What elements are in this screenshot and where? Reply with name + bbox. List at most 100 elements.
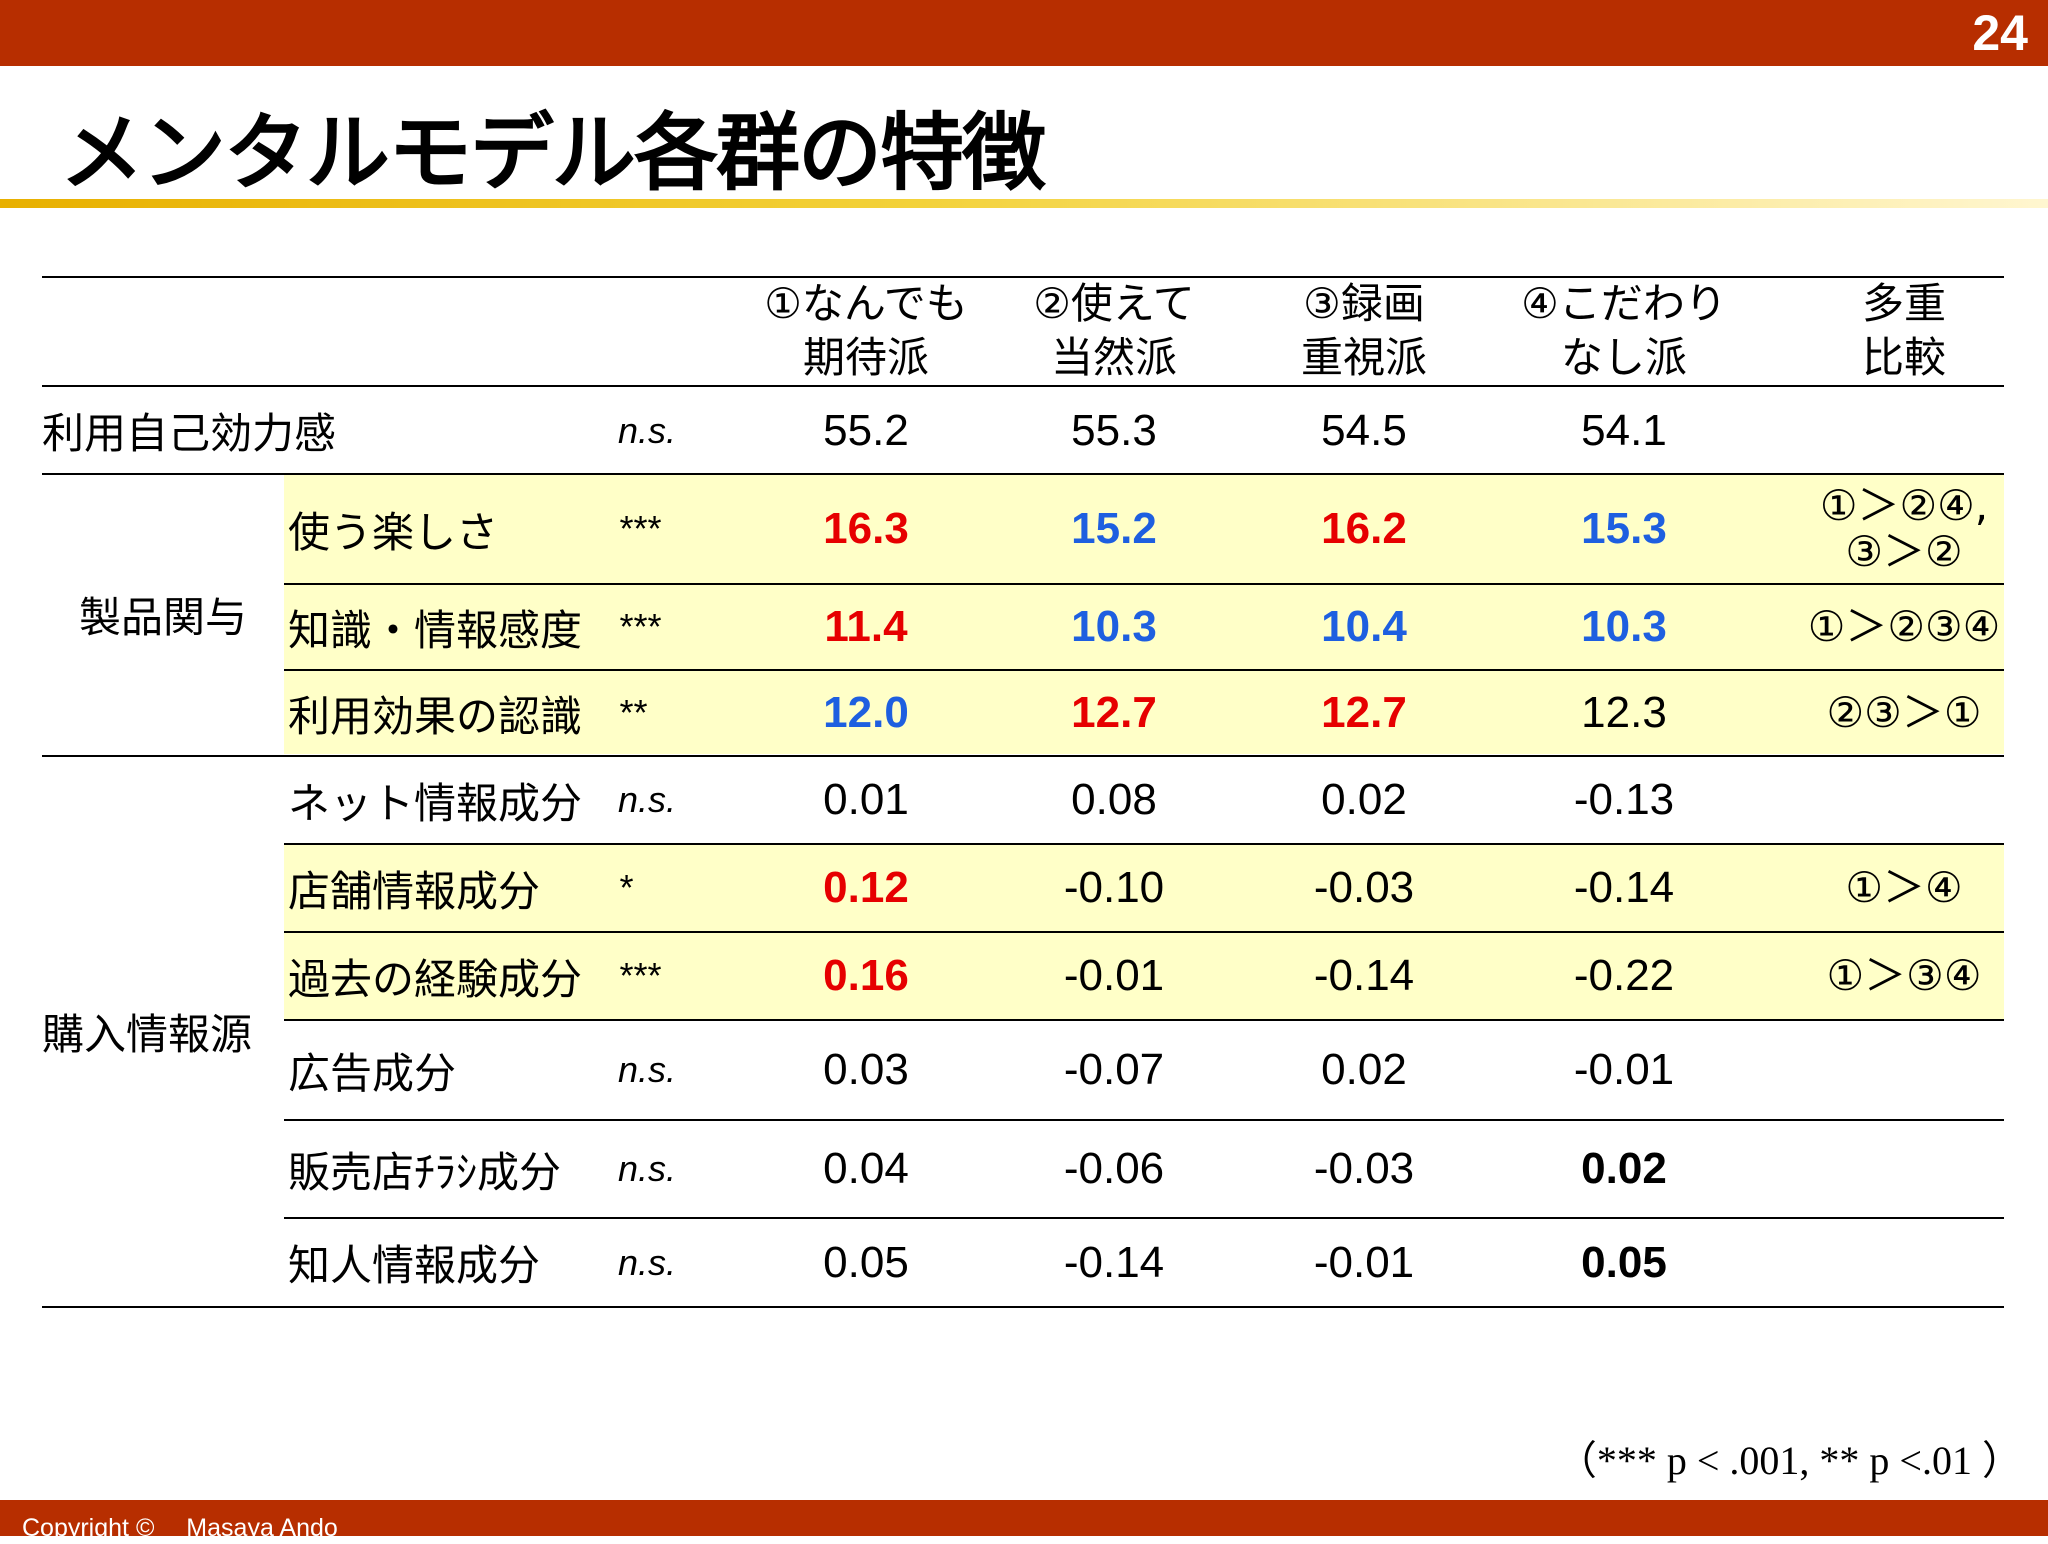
top-bar — [0, 0, 2048, 66]
significance-mark: ** — [618, 692, 647, 733]
comparison-line: ①＞④ — [1845, 863, 1963, 912]
group-label-info: 購入情報源 — [42, 1009, 253, 1059]
significance-mark: * — [618, 867, 633, 908]
row-label: 広告成分 — [288, 1048, 457, 1098]
column-header-comparison: 多重 比較 — [1752, 276, 2048, 386]
value-cell: 0.03 — [823, 1045, 909, 1094]
value-cell: 10.3 — [1581, 602, 1667, 651]
value-cell: 0.02 — [1321, 1045, 1407, 1094]
column-header-4-line2: なし派 — [1560, 333, 1687, 382]
comparison-line: ①＞②③④ — [1807, 602, 2001, 651]
row-label: 利用自己効力感 — [42, 409, 337, 458]
column-header-2-line1: ②使えて — [1033, 279, 1195, 328]
value-cell: 16.3 — [823, 504, 909, 553]
multiple-comparison: ①＞②③④ — [1752, 585, 2048, 669]
value-cell: 12.7 — [1321, 688, 1407, 737]
column-header-1-line2: 期待派 — [802, 333, 929, 382]
value-cell: -0.01 — [1313, 1237, 1415, 1287]
row-label: 販売店ﾁﾗｼ成分 — [288, 1147, 562, 1197]
rule-after-row-1 — [42, 473, 2004, 475]
value-cell: -0.13 — [1573, 775, 1675, 824]
value-cell: 0.12 — [823, 863, 909, 912]
value-cell: -0.14 — [1313, 951, 1415, 1000]
column-header-2: ②使えて 当然派 — [952, 276, 1276, 386]
significance-mark: n.s. — [618, 1241, 677, 1283]
page-number: 24 — [1972, 5, 2028, 61]
group-label-product: 製品関与 — [78, 592, 247, 642]
rule-after-row-7 — [284, 1019, 2004, 1021]
column-header-comparison-line1: 多重 — [1861, 279, 1946, 328]
bottom-bar — [0, 1500, 2048, 1536]
significance-mark: n.s. — [618, 1049, 677, 1090]
multiple-comparison: ①＞②④, ③＞② — [1752, 475, 2048, 583]
value-cell: 54.1 — [1581, 405, 1667, 455]
title-underline — [0, 199, 2048, 208]
value-cell: 55.2 — [823, 405, 909, 455]
value-cell: 12.3 — [1581, 688, 1667, 737]
value-cell: 0.02 — [1321, 775, 1407, 824]
value-cell: 55.3 — [1071, 405, 1157, 455]
multiple-comparison: ①＞④ — [1752, 845, 2048, 931]
value-cell: -0.14 — [1573, 863, 1675, 912]
column-header-2-line2: 当然派 — [1050, 333, 1177, 382]
value-cell: 15.3 — [1581, 504, 1667, 553]
value-cell: -0.10 — [1063, 863, 1165, 912]
value-cell: 0.08 — [1071, 775, 1157, 824]
significance-mark: *** — [618, 955, 661, 996]
value-cell: -0.07 — [1063, 1045, 1165, 1094]
value-cell: 12.7 — [1071, 688, 1157, 737]
rule-after-row-6 — [284, 931, 2004, 933]
comparison-line: ③＞② — [1845, 527, 1963, 576]
value-cell: 15.2 — [1071, 504, 1157, 553]
value-cell: 54.5 — [1321, 405, 1407, 455]
row-label: 店舗情報成分 — [288, 866, 541, 916]
slide-title: メンタルモデル各群の特徴 — [60, 104, 1046, 202]
value-cell: 0.04 — [823, 1144, 909, 1193]
value-cell: 0.01 — [823, 775, 909, 824]
column-header-comparison-line2: 比較 — [1861, 333, 1946, 382]
value-cell: -0.01 — [1573, 1045, 1675, 1094]
significance-mark: n.s. — [618, 779, 677, 820]
value-cell: -0.14 — [1063, 1237, 1165, 1287]
row-label: 使う楽しさ — [288, 507, 499, 557]
value-cell: 0.16 — [823, 951, 909, 1000]
rule-after-row-3 — [284, 669, 2004, 671]
row-label: 知人情報成分 — [288, 1241, 541, 1290]
rule-after-row-8 — [284, 1119, 2004, 1121]
comparison-line: ②③＞① — [1826, 688, 1982, 737]
value-cell: 10.3 — [1071, 602, 1157, 651]
value-cell: 11.4 — [824, 602, 908, 651]
row-label: 知識・情報感度 — [288, 605, 583, 655]
column-header-1-line1: ①なんでも — [764, 279, 968, 328]
comparison-line: ①＞②④, — [1819, 481, 1989, 530]
significance-mark: n.s. — [618, 1148, 677, 1189]
column-header-1: ①なんでも 期待派 — [704, 276, 1028, 386]
rule-top — [42, 276, 2004, 278]
rule-after-row-5 — [284, 843, 2004, 845]
column-header-3-line2: 重視派 — [1300, 333, 1427, 382]
value-cell: 0.02 — [1581, 1144, 1667, 1193]
column-header-3: ③録画 重視派 — [1202, 276, 1526, 386]
rule-after-product-group — [42, 755, 2004, 757]
significance-mark: n.s. — [618, 409, 677, 451]
copyright: Copyright © Masaya Ando — [22, 1514, 338, 1542]
column-header-4-line1: ④こだわり — [1521, 279, 1727, 328]
value-cell: -0.03 — [1313, 1144, 1415, 1193]
highlight-product — [284, 474, 2004, 754]
value-cell: -0.01 — [1063, 951, 1165, 1000]
value-cell: 16.2 — [1321, 504, 1407, 553]
value-cell: 0.05 — [1581, 1237, 1667, 1287]
significance-mark: *** — [618, 606, 661, 647]
row-label: 過去の経験成分 — [288, 954, 583, 1004]
value-cell: -0.06 — [1063, 1144, 1165, 1193]
significance-mark: *** — [618, 508, 661, 549]
row-label: 利用効果の認識 — [288, 691, 583, 741]
rule-header — [42, 385, 2004, 387]
multiple-comparison: ②③＞① — [1752, 671, 2048, 755]
multiple-comparison: ①＞③④ — [1752, 933, 2048, 1019]
value-cell: 0.05 — [823, 1237, 909, 1287]
value-cell: 12.0 — [823, 688, 909, 737]
rule-after-row-9 — [284, 1217, 2004, 1219]
row-label: ネット情報成分 — [288, 778, 583, 828]
value-cell: -0.22 — [1573, 951, 1675, 1000]
